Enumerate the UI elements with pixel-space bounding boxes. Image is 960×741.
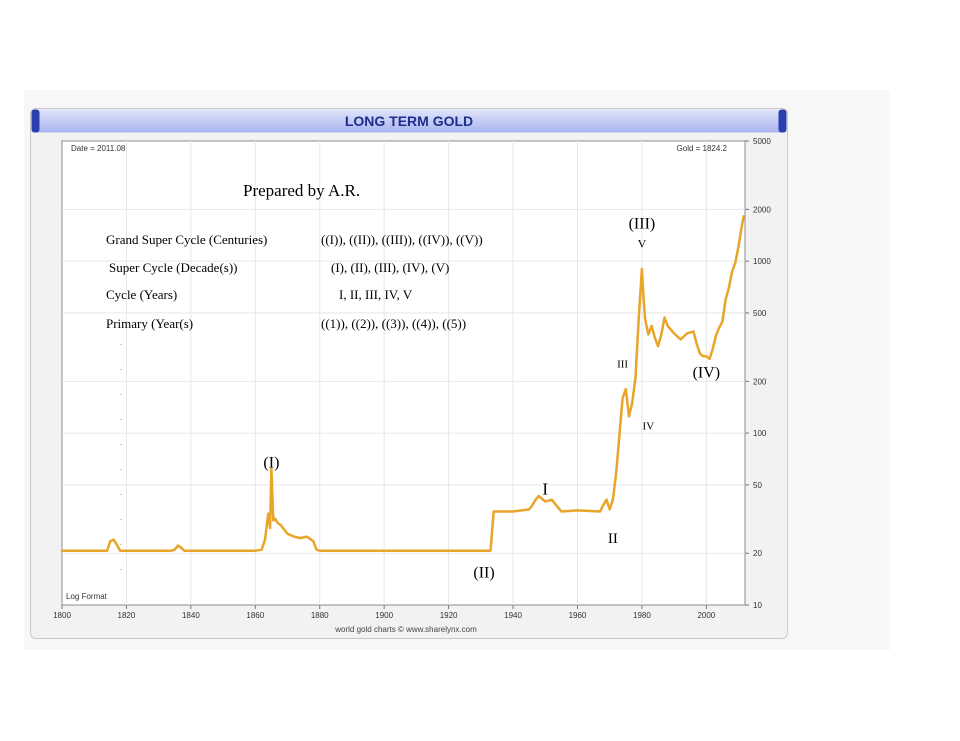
x-axis: 1800 1820 1840 1860 1880 1900 1920 1940 1960 1980… (53, 605, 716, 620)
grid (62, 141, 745, 605)
y-tick-label: 500 (753, 309, 767, 318)
y-tick-label: 50 (753, 481, 762, 490)
y-tick-label: 10 (753, 601, 762, 610)
gold-value-label: Gold = 1824.2 (677, 144, 728, 153)
log-format-label: Log Format (66, 592, 108, 601)
note-grand-super-cycle-labels: ((I)), ((II)), ((III)), ((IV)), ((V)) (321, 232, 483, 247)
y-tick-label: 1000 (753, 257, 771, 266)
note-super-cycle: Super Cycle (Decade(s)) (109, 260, 238, 275)
chart-frame: LONG TERM GOLD 10 20 50 100 200 500 1000 2000 50… (30, 108, 788, 639)
plot-area (61, 140, 746, 606)
note-cycle: Cycle (Years) (106, 287, 177, 302)
title-bar-right-strip (778, 109, 787, 133)
title-bar (31, 109, 787, 133)
gold-price-line (60, 215, 745, 552)
y-tick-label: 20 (753, 549, 762, 558)
x-tick-label: 1840 (182, 611, 200, 620)
x-tick-label: 2000 (697, 611, 715, 620)
wave-label: III (617, 359, 628, 371)
y-tick-label: 5000 (753, 137, 771, 146)
x-tick-label: 1940 (504, 611, 522, 620)
wave-label: (III) (629, 215, 656, 232)
source-credit: world gold charts © www.sharelynx.com (334, 625, 477, 634)
wave-label: (II) (473, 564, 494, 581)
prepared-by: Prepared by A.R. (243, 181, 360, 200)
wave-label: (I) (263, 455, 279, 472)
y-axis: 10 20 50 100 200 500 1000 2000 5000 (745, 137, 771, 610)
wave-label: II (608, 531, 618, 547)
chart-title: LONG TERM GOLD (345, 113, 473, 129)
x-tick-label: 1980 (633, 611, 651, 620)
y-tick-label: 2000 (753, 205, 771, 214)
note-primary-labels: ((1)), ((2)), ((3)), ((4)), ((5)) (321, 316, 466, 331)
x-tick-label: 1920 (440, 611, 458, 620)
x-tick-label: 1820 (118, 611, 136, 620)
x-tick-label: 1880 (311, 611, 329, 620)
note-grand-super-cycle: Grand Super Cycle (Centuries) (106, 232, 267, 247)
x-tick-label: 1800 (53, 611, 71, 620)
date-label: Date = 2011.08 (71, 144, 126, 153)
x-tick-label: 1960 (569, 611, 587, 620)
x-tick-label: 1860 (246, 611, 264, 620)
y-tick-label: 200 (753, 377, 767, 386)
title-bar-left-strip (31, 109, 40, 133)
wave-label: (IV) (693, 365, 721, 382)
note-cycle-labels: I, II, III, IV, V (339, 287, 413, 302)
y-tick-label: 100 (753, 429, 767, 438)
legend-notes: Prepared by A.R. Grand Super Cycle (Cent… (106, 181, 483, 331)
wave-label: I (542, 479, 548, 498)
x-tick-label: 1900 (375, 611, 393, 620)
note-primary: Primary (Year(s) (106, 316, 193, 331)
wave-label: IV (643, 420, 655, 432)
wave-label: V (638, 237, 647, 251)
long-term-gold-chart: LONG TERM GOLD 10 20 50 100 200 500 1000 2000 50… (31, 109, 787, 634)
note-super-cycle-labels: (I), (II), (III), (IV), (V) (331, 260, 449, 275)
